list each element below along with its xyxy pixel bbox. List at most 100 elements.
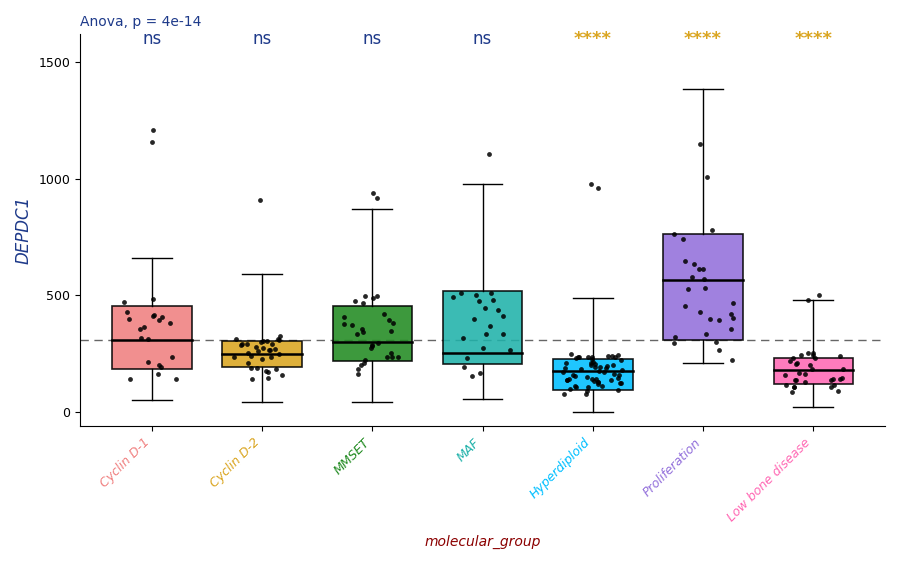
FancyBboxPatch shape [333,306,412,361]
Point [258,367,273,376]
Point [478,303,492,312]
Point [243,351,257,360]
Point [154,363,168,372]
Point [141,334,156,343]
Point [382,316,397,325]
Text: ****: **** [684,30,722,49]
Point [833,352,848,361]
Point [241,349,256,358]
Point [788,382,802,391]
Point [274,370,289,379]
Point [794,351,808,360]
Point [256,337,270,346]
Point [608,352,622,361]
Point [801,296,815,305]
Point [496,312,510,321]
Point [120,307,134,316]
X-axis label: molecular_group: molecular_group [425,535,541,549]
Point [801,349,815,358]
Point [137,323,151,332]
Point [364,341,379,350]
Point [703,314,717,323]
Point [696,265,710,274]
Point [592,366,607,375]
Point [364,343,378,352]
Point [117,298,131,307]
Point [134,333,148,342]
Point [262,346,276,355]
Point [264,353,278,362]
Point [786,354,800,363]
Point [272,350,286,359]
Point [165,352,179,361]
Point [705,226,719,235]
Point [580,372,594,381]
Point [832,386,846,395]
Point [559,358,573,367]
Point [391,352,405,362]
Point [347,296,362,305]
Point [263,345,277,354]
Point [580,387,595,396]
Point [826,374,841,383]
Point [384,352,399,362]
Point [824,383,839,392]
Point [595,381,609,390]
Point [152,315,166,324]
Point [146,295,160,304]
Point [446,293,461,302]
Point [611,350,625,359]
Point [666,230,680,239]
Point [588,359,602,368]
Point [562,374,577,384]
Point [560,375,574,384]
Point [503,345,517,354]
Point [456,362,471,371]
Point [584,359,598,368]
Point [586,358,600,367]
Point [590,184,605,193]
Point [370,291,384,300]
Point [272,336,286,345]
Point [240,358,255,367]
FancyBboxPatch shape [443,291,522,364]
Point [585,354,599,363]
Point [482,150,496,159]
Point [592,363,607,372]
Point [571,353,585,362]
Point [607,360,621,369]
FancyBboxPatch shape [774,358,853,384]
Point [250,346,265,355]
Point [562,384,577,393]
Point [678,256,692,265]
Point [591,378,606,387]
Point [788,376,802,385]
Point [789,360,804,369]
Point [469,290,483,299]
Point [569,382,583,391]
Text: Anova, p = 4e-14: Anova, p = 4e-14 [80,15,202,29]
Point [699,172,714,181]
Point [145,137,159,146]
FancyBboxPatch shape [112,306,192,369]
Point [573,364,588,373]
Point [366,294,381,303]
Point [265,340,279,349]
Point [478,329,492,338]
Point [779,380,794,389]
Point [460,354,474,363]
Point [366,188,381,197]
Point [693,308,707,317]
Point [240,340,255,349]
Point [350,330,365,339]
Point [483,289,498,298]
Point [725,313,740,322]
Point [587,377,601,386]
Point [472,368,487,377]
Point [169,375,184,384]
Point [380,352,394,362]
Y-axis label: DEPDC1: DEPDC1 [15,196,33,265]
Point [604,375,618,384]
Point [467,314,482,323]
Point [688,260,702,269]
